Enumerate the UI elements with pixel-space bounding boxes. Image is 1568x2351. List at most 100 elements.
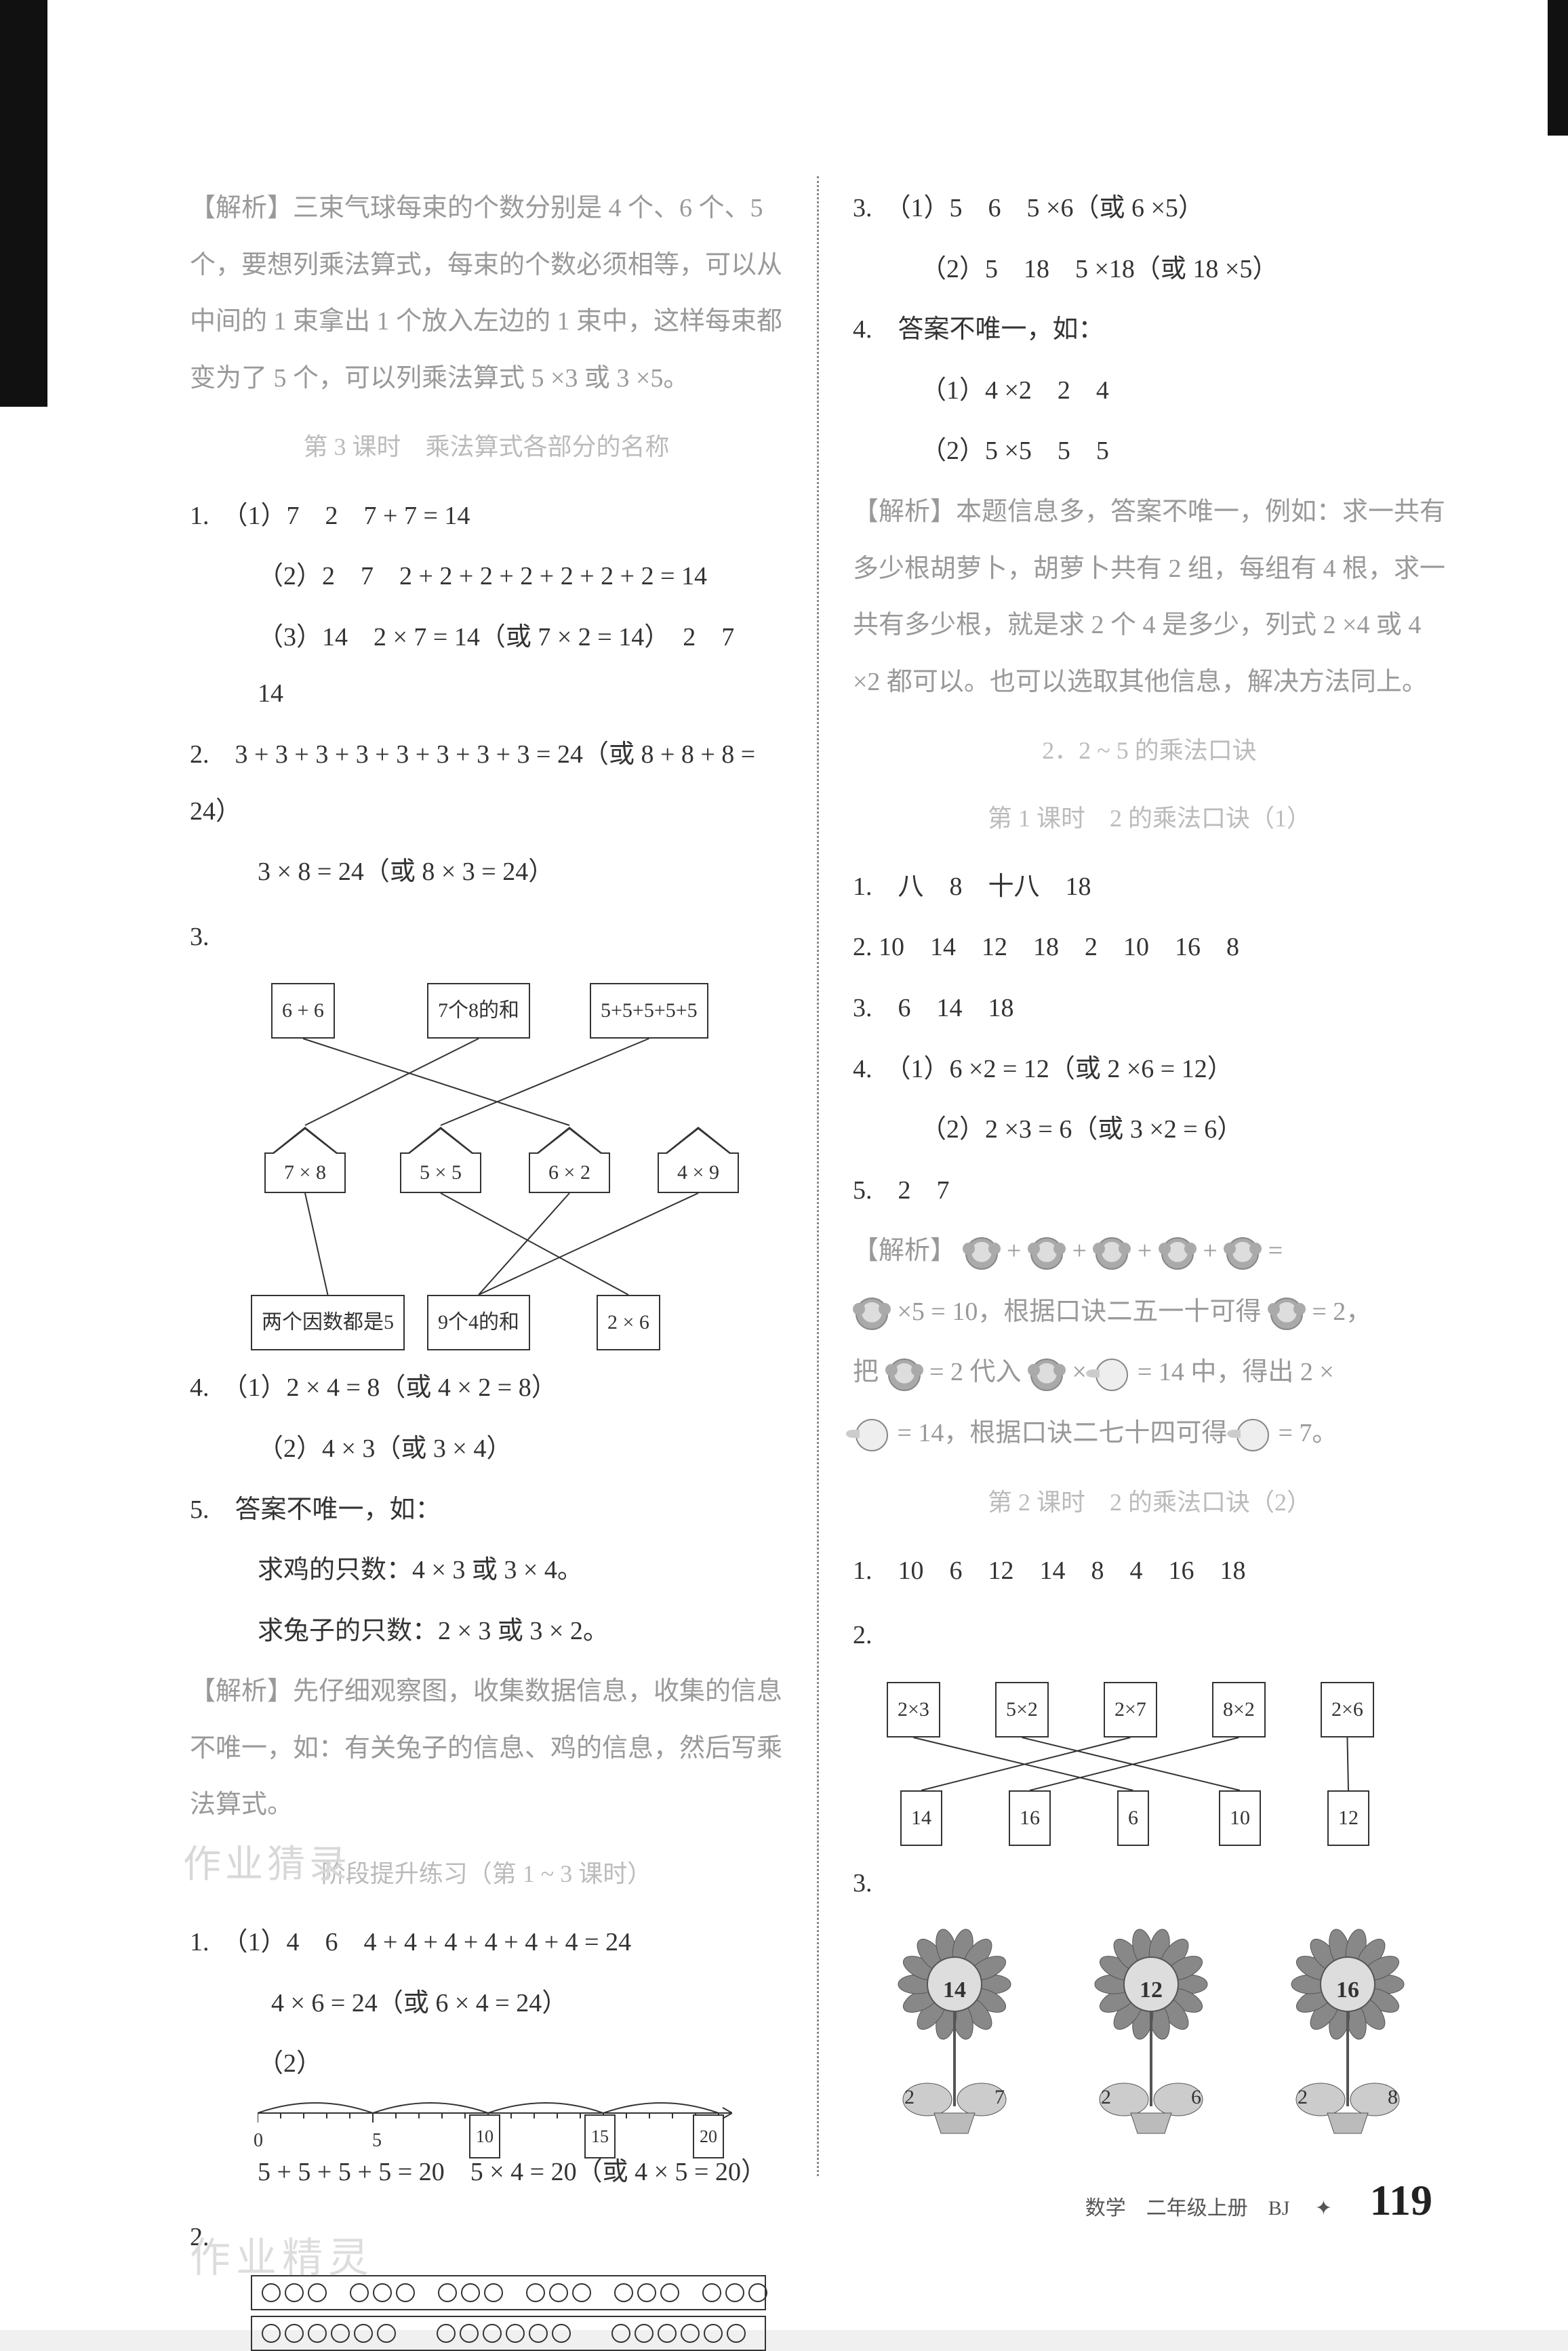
- t: = 14，根据口诀二七十四可得: [898, 1419, 1234, 1447]
- r2: 2. 10 14 12 18 2 10 16 8: [853, 919, 1446, 976]
- r-q3a: （1）5 6 5 ×6（或 6 ×5）: [898, 194, 1204, 222]
- t: = 7。: [1278, 1419, 1338, 1447]
- right-column: 3. （1）5 6 5 ×6（或 6 ×5） （2）5 18 5 ×18（或 1…: [853, 176, 1446, 2176]
- plus: +: [1203, 1237, 1224, 1265]
- flower-center-value: 16: [1336, 1965, 1359, 2016]
- circle-icon: [614, 2283, 633, 2302]
- match-bottom-box: 10: [1219, 1790, 1261, 1846]
- t: = 14 中，得出 2 ×: [1138, 1358, 1334, 1386]
- flower-leaf-left-value: 2: [1298, 2075, 1308, 2120]
- t: = 2 代入: [929, 1358, 1028, 1386]
- section-title-2-5: 2．2 ~ 5 的乘法口诀: [853, 724, 1446, 778]
- circle-icon: [377, 2324, 396, 2343]
- r5-analysis: 【解析】 + + + + =: [853, 1223, 1446, 1280]
- q1-a: 1. （1）7 2 7 + 7 = 14: [190, 488, 783, 545]
- monkey-icon: [1030, 1237, 1063, 1270]
- r-q3b: （2）5 18 5 ×18（或 18 ×5）: [853, 241, 1446, 298]
- q3-label: 3.: [190, 909, 209, 966]
- circle-icon: [437, 2324, 456, 2343]
- chicken-icon: [1095, 1359, 1128, 1391]
- q5-analysis: 【解析】先仔细观察图，收集数据信息，收集的信息不唯一，如：有关兔子的信息、鸡的信…: [190, 1664, 783, 1834]
- analysis-text: 【解析】三束气球每束的个数分别是 4 个、6 个、5 个，要想列乘法算式，每束的…: [190, 180, 783, 407]
- match-top-box: 5×2: [995, 1682, 1049, 1737]
- r-q4-analysis: 【解析】本题信息多，答案不唯一，例如：求一共有多少根胡萝卜，胡萝卜共有 2 组，…: [853, 484, 1446, 710]
- l2-1: 1. 10 6 12 14 8 4 16 18: [853, 1543, 1446, 1600]
- sunflower: 1226: [1077, 1923, 1226, 2140]
- match-bottom-box: 6: [1117, 1790, 1149, 1846]
- l2-2-matching: 2×35×22×78×22×6141661012: [853, 1675, 1446, 1851]
- q2-line2: 3 × 8 = 24（或 8 × 3 = 24）: [190, 844, 783, 901]
- numline-label: 5: [372, 2120, 382, 2162]
- q3-house-box: 5 × 5: [400, 1152, 481, 1193]
- circle-group: [611, 2324, 746, 2343]
- match-top-box: 8×2: [1212, 1682, 1266, 1737]
- circle-icon: [438, 2283, 457, 2302]
- circle-group: [437, 2324, 571, 2343]
- section-title-lesson2: 第 2 课时 2 的乘法口诀（2）: [853, 1476, 1446, 1529]
- r4: 4. （1）6 ×2 = 12（或 2 ×6 = 12）: [853, 1041, 1446, 1098]
- q5b: 求兔子的只数：2 × 3 或 3 × 2。: [190, 1603, 783, 1660]
- flower-center-value: 12: [1140, 1965, 1163, 2016]
- circle-icon: [660, 2283, 679, 2302]
- circle-icon: [725, 2283, 744, 2302]
- r4b: （2）2 ×3 = 6（或 3 ×2 = 6）: [853, 1102, 1446, 1159]
- q4a: （1）2 × 4 = 8（或 4 × 2 = 8）: [235, 1373, 557, 1402]
- r-q3: 3. （1）5 6 5 ×6（或 6 ×5）: [853, 180, 1446, 237]
- watermark-mid: 作业猜录: [183, 1824, 351, 1907]
- monkey-icon: [888, 1359, 921, 1391]
- flower-leaf-right-value: 7: [994, 2075, 1005, 2120]
- q4: 4. （1）2 × 4 = 8（或 4 × 2 = 8）: [190, 1360, 783, 1417]
- watermark-bottom: 作业精灵: [190, 2213, 374, 2303]
- numline-answer-box: 15: [584, 2114, 616, 2158]
- flower-leaf-left-value: 2: [904, 2075, 914, 2120]
- circle-group: [702, 2283, 767, 2302]
- circle-icon: [483, 2324, 502, 2343]
- two-column-layout: 【解析】三束气球每束的个数分别是 4 个、6 个、5 个，要想列乘法算式，每束的…: [190, 176, 1446, 2176]
- sunflower: 1427: [880, 1923, 1029, 2140]
- section-title-lesson1: 第 1 课时 2 的乘法口诀（1）: [853, 792, 1446, 845]
- footer-text: 数学 二年级上册 BJ: [1085, 2197, 1290, 2219]
- circle-icon: [727, 2324, 746, 2343]
- circle-icon: [373, 2283, 392, 2302]
- monkey-icon: [1226, 1237, 1259, 1270]
- number-line: 05101520: [258, 2099, 732, 2140]
- chicken-icon: [856, 1419, 888, 1451]
- r-q4-intro: 4. 答案不唯一，如：: [853, 302, 1446, 359]
- numline-answer-box: 10: [469, 2114, 500, 2158]
- t: = 2，: [1312, 1298, 1371, 1326]
- r-q4a: （1）4 ×2 2 4: [853, 363, 1446, 420]
- circle-icon: [552, 2324, 571, 2343]
- r5-analysis-l4: = 14，根据口诀二七十四可得 = 7。: [853, 1405, 1446, 1462]
- q3-bottom-box: 9个4的和: [427, 1295, 530, 1350]
- sunflowers: 142712261628: [880, 1923, 1446, 2140]
- scan-edge-right: [1548, 0, 1568, 136]
- circle-icon: [681, 2324, 700, 2343]
- sunflower: 1628: [1273, 1923, 1422, 2140]
- q4b: （2）4 × 3（或 3 × 4）: [190, 1421, 783, 1478]
- monkey-icon: [1161, 1237, 1194, 1270]
- column-divider: [817, 176, 819, 2176]
- r5-analysis-l3: 把 = 2 代入 × = 14 中，得出 2 ×: [853, 1344, 1446, 1401]
- circle-icon: [529, 2324, 548, 2343]
- q1-b: （2）2 7 2 + 2 + 2 + 2 + 2 + 2 + 2 = 14: [190, 548, 783, 605]
- r-q4b: （2）5 ×5 5 5: [853, 423, 1446, 480]
- numline-answer-box: 20: [693, 2114, 724, 2158]
- circle-icon: [308, 2324, 327, 2343]
- q5-intro: 5. 答案不唯一，如：: [190, 1482, 783, 1539]
- q1-c: （3）14 2 × 7 = 14（或 7 × 2 = 14） 2 7 14: [190, 609, 783, 723]
- t: ×5 = 10，根据口诀二五一十可得: [898, 1298, 1268, 1326]
- plus: +: [1072, 1237, 1093, 1265]
- q3-bottom-box: 两个因数都是5: [251, 1295, 405, 1350]
- analysis-label: 【解析】: [853, 1237, 956, 1265]
- circle-icon: [460, 2324, 479, 2343]
- q3-top-box: 7个8的和: [427, 983, 530, 1039]
- q5a: 求鸡的只数：4 × 3 或 3 × 4。: [190, 1542, 783, 1599]
- r4a: （1）6 ×2 = 12（或 2 ×6 = 12）: [898, 1055, 1233, 1083]
- circle-group: [438, 2283, 503, 2302]
- plus: +: [1007, 1237, 1028, 1265]
- match-bottom-box: 16: [1009, 1790, 1051, 1846]
- q1a-text: （1）7 2 7 + 7 = 14: [235, 502, 470, 530]
- chicken-icon: [1237, 1419, 1269, 1451]
- q3-house-box: 6 × 2: [529, 1152, 610, 1193]
- numline-label: 0: [254, 2120, 263, 2162]
